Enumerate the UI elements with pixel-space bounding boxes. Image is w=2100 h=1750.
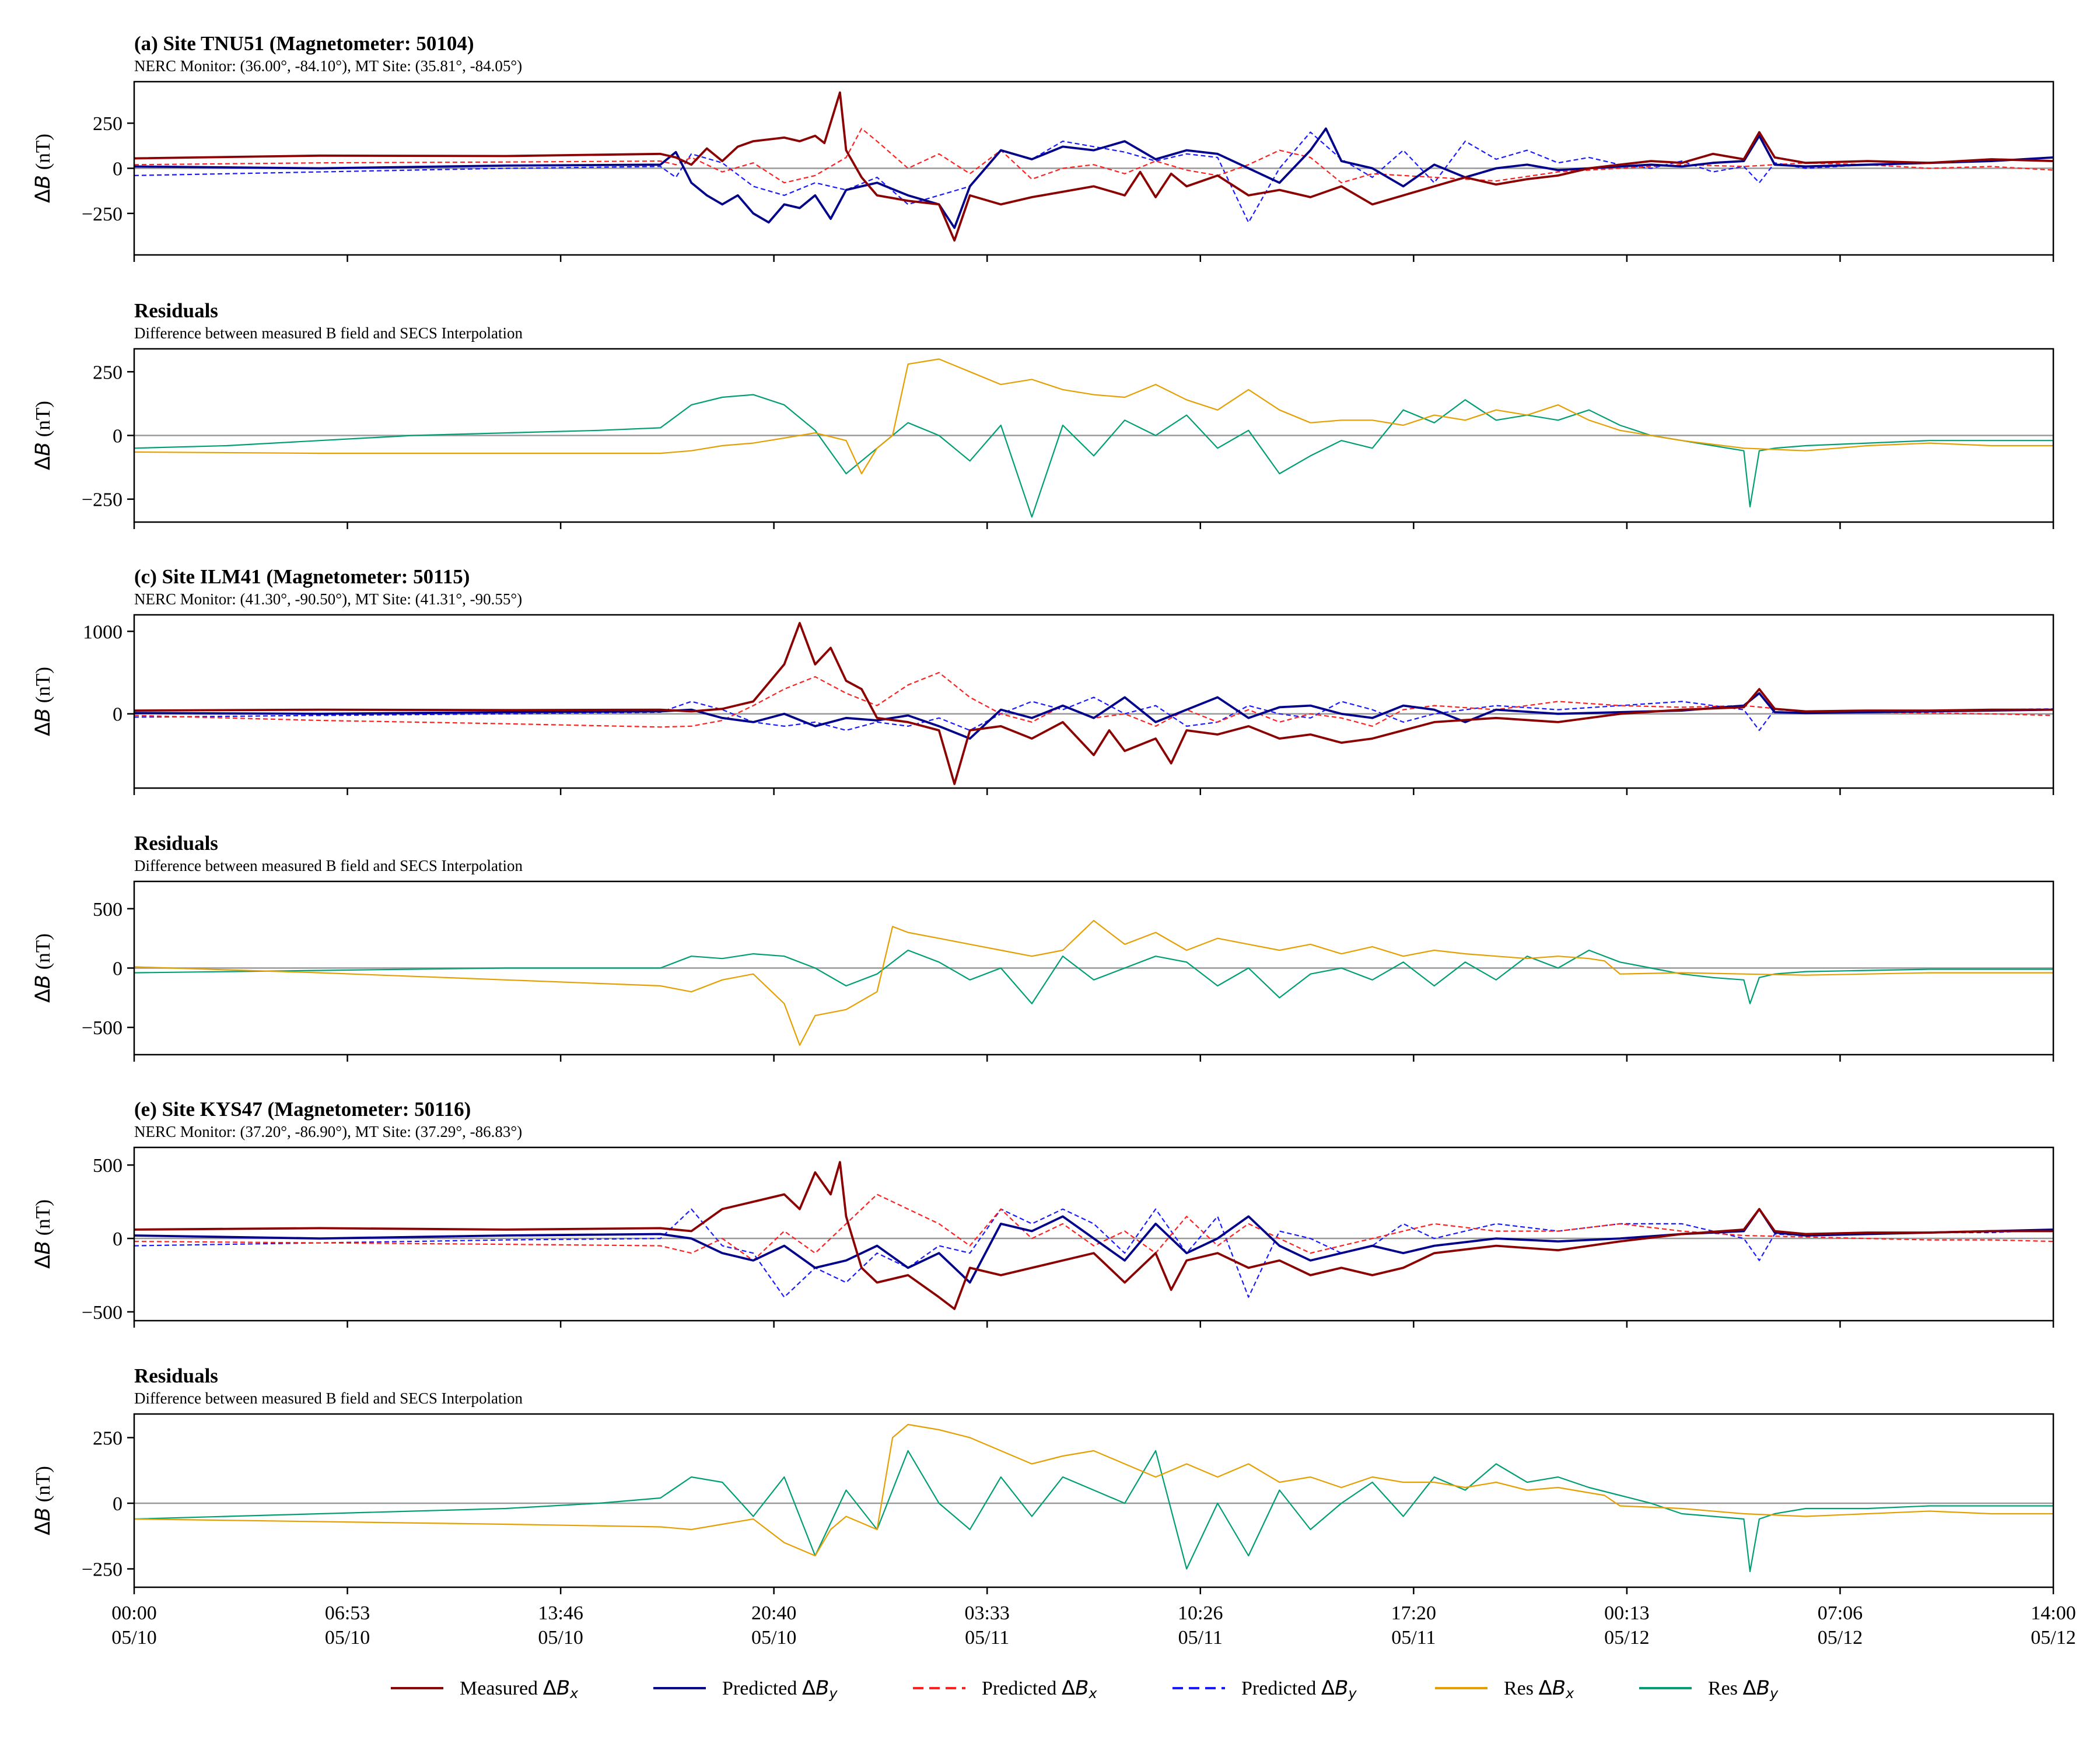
panel-0: (a) Site TNU51 (Magnetometer: 50104) NERC… [32, 32, 2054, 262]
x-tick-label-date: 05/10 [325, 1627, 370, 1648]
x-tick-label-time: 14:00 [2031, 1602, 2076, 1624]
panel-title: Residuals [134, 299, 218, 322]
y-tick-label: 0 [113, 426, 123, 447]
panel-subtitle: Difference between measured B field and … [134, 1390, 523, 1407]
y-tick-label: −250 [82, 204, 123, 225]
series-line [134, 692, 2053, 740]
panel-subtitle: NERC Monitor: (37.20°, -86.90°), MT Site… [134, 1123, 522, 1140]
y-tick-label: −250 [82, 489, 123, 511]
x-tick-label-date: 05/11 [965, 1627, 1009, 1648]
x-tick-label-date: 05/10 [538, 1627, 583, 1648]
panel-1: Residuals Difference between measured B f… [32, 299, 2054, 529]
series-line [134, 622, 2053, 785]
legend-label: Predicted ΔBy [722, 1676, 838, 1702]
plot-frame [133, 1413, 2054, 1588]
y-axis-label: ΔB (nT) [32, 667, 55, 736]
y-axis-label: ΔB (nT) [32, 933, 55, 1003]
series-line [134, 1194, 2053, 1261]
panel-title: (a) Site TNU51 (Magnetometer: 50104) [134, 32, 474, 55]
panel-2: (c) Site ILM41 (Magnetometer: 50115) NERC… [32, 565, 2054, 795]
y-tick-label: −500 [82, 1017, 123, 1039]
y-axis-label: ΔB (nT) [32, 1199, 55, 1269]
panel-3: Residuals Difference between measured B f… [32, 832, 2054, 1062]
x-tick-label-time: 10:26 [1178, 1602, 1223, 1624]
panel-4: (e) Site KYS47 (Magnetometer: 50116) NERC… [32, 1098, 2054, 1328]
x-tick-label-date: 05/10 [751, 1627, 796, 1648]
y-tick-label: 500 [93, 899, 123, 921]
x-tick-label-time: 03:33 [964, 1602, 1009, 1624]
plot-frame [133, 1146, 2054, 1322]
x-tick-label-date: 05/12 [1604, 1627, 1649, 1648]
legend-label: Predicted ΔBy [1241, 1676, 1357, 1702]
y-tick-label: −250 [82, 1559, 123, 1581]
panel-subtitle: Difference between measured B field and … [134, 857, 523, 874]
series-line [134, 128, 2053, 184]
panel-title: Residuals [134, 832, 218, 855]
series-line [134, 1450, 2053, 1573]
series-line [134, 696, 2053, 732]
y-tick-label: 250 [93, 1428, 123, 1450]
y-tick-label: 250 [93, 362, 123, 383]
panel-title: Residuals [134, 1364, 218, 1387]
y-tick-label: 0 [113, 958, 123, 980]
x-tick-label-date: 05/10 [111, 1627, 156, 1648]
series-line [134, 1208, 2053, 1298]
plot-frame [133, 614, 2054, 789]
y-tick-label: −500 [82, 1302, 123, 1324]
series-line [134, 671, 2053, 728]
legend-label: Res ΔBy [1708, 1676, 1779, 1702]
x-tick-label-time: 06:53 [325, 1602, 370, 1624]
legend: Measured ΔBx Predicted ΔBy Predicted ΔBx Pr… [391, 1676, 1779, 1702]
panel-5: Residuals Difference between measured B f… [32, 1364, 2076, 1648]
series-line [134, 91, 2053, 242]
panel-subtitle: Difference between measured B field and … [134, 324, 523, 342]
x-tick-label-time: 00:00 [111, 1602, 156, 1624]
y-axis-label: ΔB (nT) [32, 134, 55, 203]
series-line [134, 131, 2053, 223]
x-tick-label-time: 13:46 [538, 1602, 583, 1624]
y-tick-label: 0 [113, 1228, 123, 1250]
x-tick-label-date: 05/11 [1178, 1627, 1223, 1648]
x-tick-label-time: 17:20 [1391, 1602, 1436, 1624]
y-tick-label: 500 [93, 1155, 123, 1177]
legend-label: Measured ΔBx [460, 1676, 579, 1702]
series-line [134, 949, 2053, 1005]
legend-label: Res ΔBx [1504, 1676, 1574, 1702]
panel-title: (c) Site ILM41 (Magnetometer: 50115) [134, 565, 470, 588]
legend-label: Predicted ΔBx [982, 1676, 1098, 1702]
series-line [134, 394, 2053, 518]
series-line [134, 919, 2053, 1046]
y-tick-label: 250 [93, 113, 123, 135]
x-tick-label-date: 05/12 [2031, 1627, 2076, 1648]
x-tick-label-date: 05/12 [1818, 1627, 1863, 1648]
y-tick-label: 0 [113, 1493, 123, 1515]
x-tick-label-time: 00:13 [1604, 1602, 1649, 1624]
series-line [134, 1423, 2053, 1557]
x-tick-label-date: 05/11 [1391, 1627, 1436, 1648]
y-tick-label: 0 [113, 159, 123, 180]
y-axis-label: ΔB (nT) [32, 401, 55, 470]
panel-title: (e) Site KYS47 (Magnetometer: 50116) [134, 1098, 471, 1121]
y-tick-label: 0 [113, 704, 123, 726]
series-line [134, 358, 2053, 475]
panel-subtitle: NERC Monitor: (41.30°, -90.50°), MT Site… [134, 590, 522, 608]
panel-subtitle: NERC Monitor: (36.00°, -84.10°), MT Site… [134, 57, 522, 75]
y-tick-label: 1000 [83, 621, 123, 643]
series-line [134, 127, 2053, 229]
x-tick-label-time: 20:40 [751, 1602, 796, 1624]
x-tick-label-time: 07:06 [1818, 1602, 1863, 1624]
series-line [134, 1161, 2053, 1310]
y-axis-label: ΔB (nT) [32, 1466, 55, 1535]
